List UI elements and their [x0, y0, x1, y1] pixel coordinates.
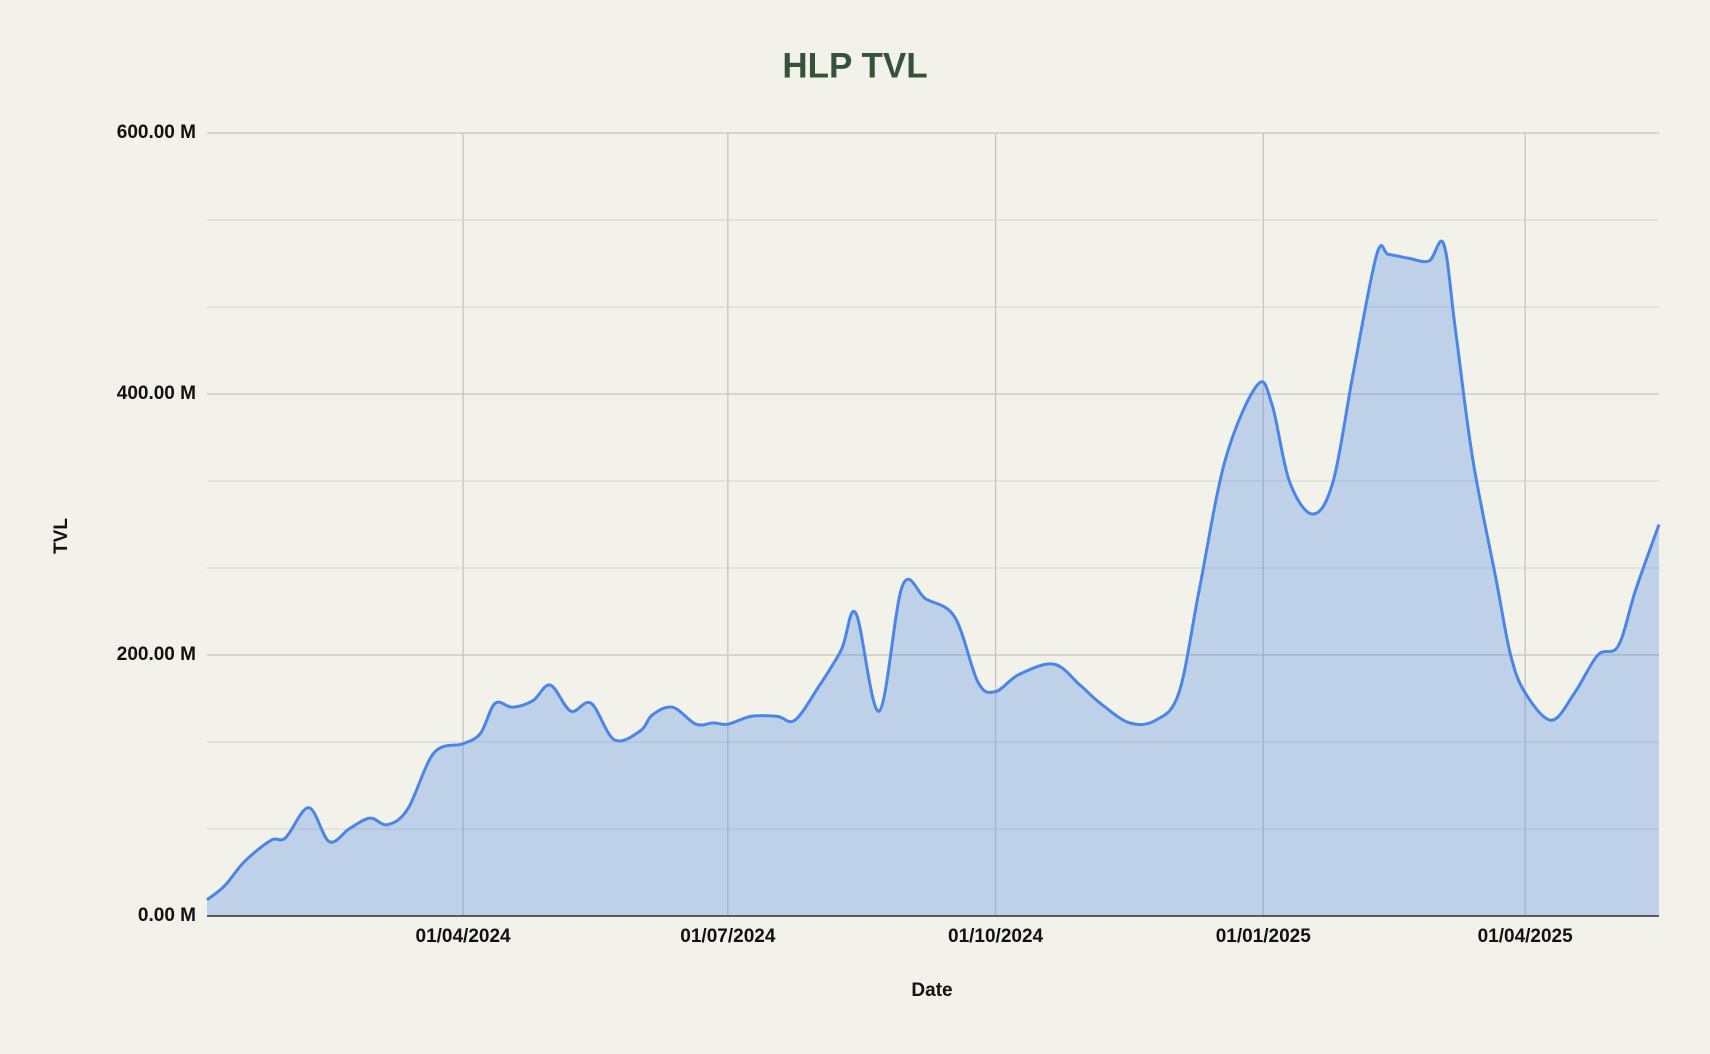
x-tick-label: 01/04/2024	[416, 926, 512, 947]
y-axis-title: TVL	[51, 518, 72, 554]
x-tick-label: 01/01/2025	[1216, 926, 1312, 947]
x-tick-label: 01/07/2024	[680, 926, 776, 947]
x-axis-title: Date	[911, 980, 952, 1001]
chart-title: HLP TVL	[782, 46, 927, 85]
x-tick-label: 01/04/2025	[1478, 926, 1574, 947]
line	[206, 239, 1661, 901]
y-tick-label: 600.00 M	[117, 122, 196, 143]
y-tick-label: 0.00 M	[138, 905, 196, 926]
x-tick-label: 01/10/2024	[948, 926, 1044, 947]
y-tick-label: 400.00 M	[117, 383, 196, 404]
area	[207, 241, 1659, 916]
y-tick-label: 200.00 M	[117, 644, 196, 665]
